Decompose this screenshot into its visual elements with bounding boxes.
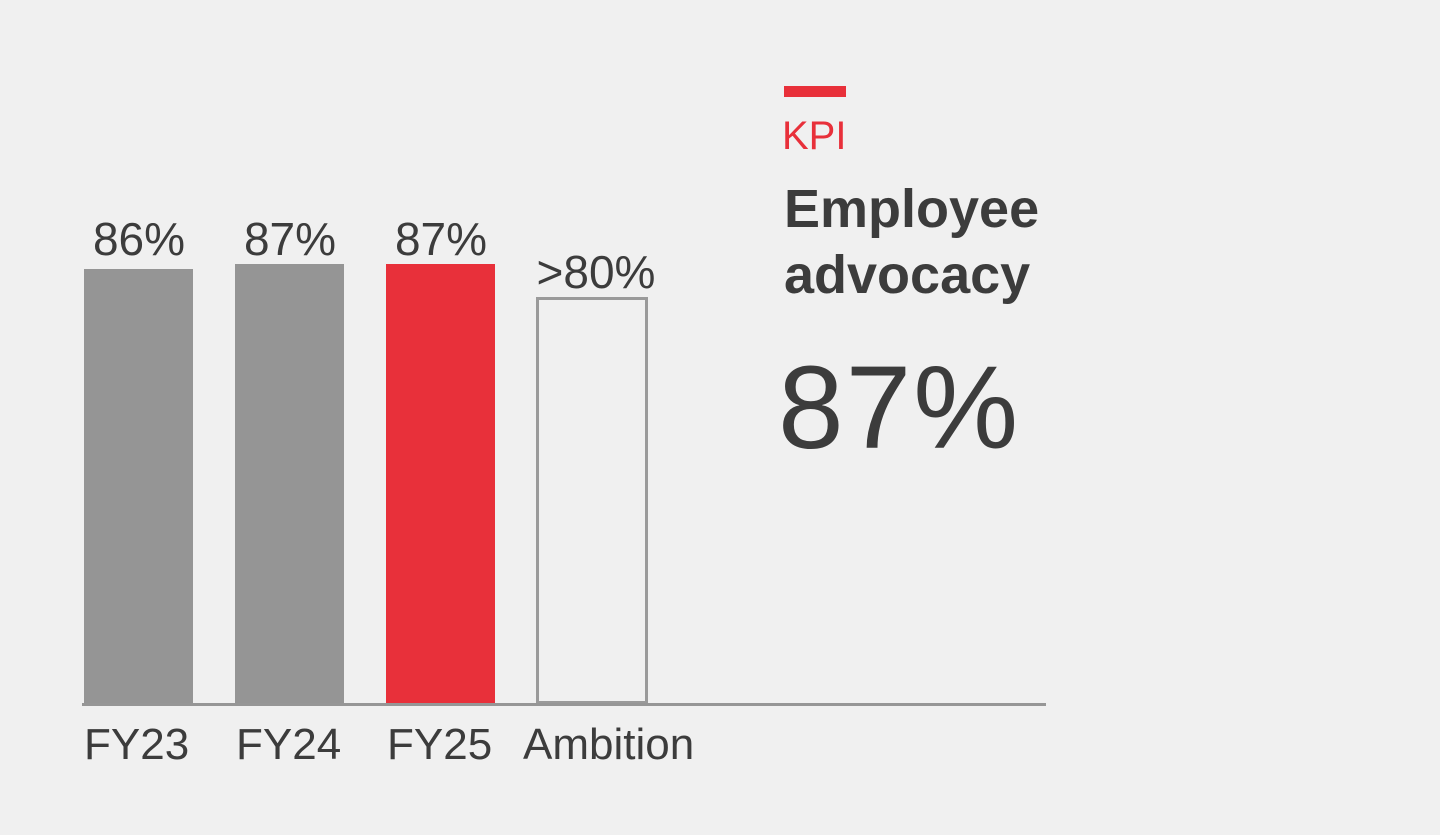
bar-fy24 bbox=[235, 264, 344, 704]
kpi-label: KPI bbox=[782, 114, 847, 158]
kpi-title: Employee advocacy bbox=[784, 176, 1039, 308]
bar-ambition bbox=[536, 297, 648, 704]
kpi-value: 87% bbox=[778, 342, 1021, 474]
bar-value-ambition: >80% bbox=[536, 246, 656, 298]
bar-value-fy24: 87% bbox=[243, 213, 337, 265]
category-label-fy25: FY25 bbox=[387, 720, 493, 769]
category-label-fy24: FY24 bbox=[236, 720, 342, 769]
bar-fy25 bbox=[386, 264, 495, 704]
category-label-ambition: Ambition bbox=[523, 720, 695, 769]
kpi-title-line1: Employee bbox=[784, 179, 1040, 239]
kpi-title-line2: advocacy bbox=[784, 245, 1031, 305]
kpi-accent-bar bbox=[784, 86, 846, 97]
bar-value-fy23: 86% bbox=[92, 213, 186, 265]
category-label-fy23: FY23 bbox=[84, 720, 190, 769]
x-axis-line bbox=[82, 703, 1046, 706]
bar-fy23 bbox=[84, 269, 193, 704]
bar-value-fy25: 87% bbox=[394, 213, 488, 265]
